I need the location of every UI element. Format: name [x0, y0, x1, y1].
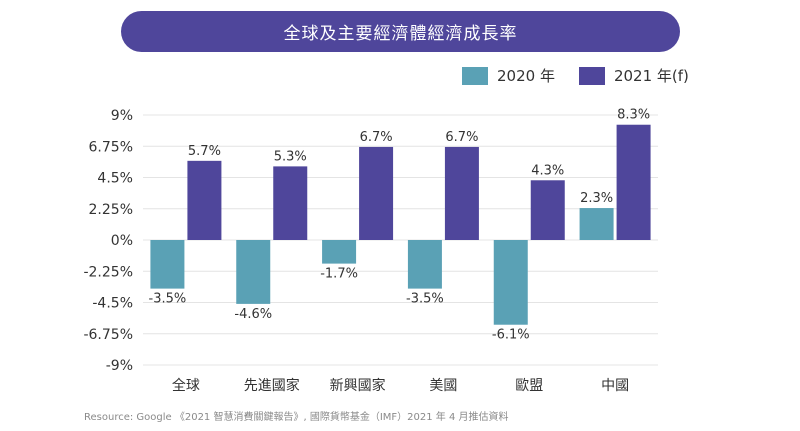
bar-2020 — [150, 240, 185, 289]
legend-item-2020: 2020 年 — [462, 65, 555, 86]
chart-legend: 2020 年 2021 年(f) — [462, 65, 713, 86]
bar-2021 — [187, 160, 222, 240]
bar-2021 — [359, 146, 394, 240]
x-tick-label: 先進國家 — [244, 377, 300, 394]
x-tick-label: 中國 — [601, 378, 629, 394]
y-tick-label: 4.5% — [97, 171, 133, 187]
y-tick-label: -9% — [106, 358, 133, 374]
data-label: -4.6% — [234, 307, 272, 322]
data-label: -1.7% — [320, 267, 358, 282]
data-label: 2.3% — [580, 191, 613, 206]
x-tick-label: 歐盟 — [515, 378, 543, 394]
bar-2021 — [444, 146, 479, 240]
y-tick-label: -2.25% — [83, 264, 133, 280]
bar-2020 — [236, 240, 271, 304]
bar-2020 — [407, 240, 442, 289]
y-tick-label: 0% — [111, 233, 133, 249]
data-label: -3.5% — [406, 292, 444, 307]
data-label: 5.7% — [188, 144, 221, 159]
y-tick-label: 2.25% — [89, 202, 133, 218]
legend-label-2021: 2021 年(f) — [613, 67, 689, 85]
legend-swatch-2020 — [462, 66, 488, 85]
legend-swatch-2021 — [578, 66, 605, 85]
legend-label-2020: 2020 年 — [497, 67, 555, 85]
bar-2020 — [579, 208, 614, 240]
bar-2021 — [530, 180, 565, 240]
data-label: 4.3% — [531, 163, 564, 178]
data-label: 6.7% — [445, 130, 478, 145]
data-label: -6.1% — [492, 328, 530, 343]
chart-title-banner: 全球及主要經濟體經濟成長率 — [121, 11, 680, 52]
data-label: 5.3% — [274, 149, 307, 164]
y-tick-label: -4.5% — [92, 296, 133, 312]
source-note: Resource: Google 《2021 智慧消費關鍵報告》, 國際貨幣基金… — [84, 412, 509, 423]
data-label: 8.3% — [617, 108, 650, 123]
legend-item-2021: 2021 年(f) — [578, 65, 689, 86]
y-tick-label: 9% — [111, 108, 133, 124]
data-label: -3.5% — [149, 292, 187, 307]
y-tick-label: -6.75% — [83, 327, 133, 343]
x-tick-label: 全球 — [172, 377, 200, 394]
x-tick-label: 新興國家 — [330, 377, 386, 394]
bar-2020 — [322, 240, 357, 264]
bar-2021 — [273, 166, 308, 240]
y-tick-label: 6.75% — [89, 139, 133, 155]
bar-2020 — [493, 240, 528, 325]
chart-title: 全球及主要經濟體經濟成長率 — [283, 24, 518, 44]
bar-2021 — [616, 124, 651, 240]
data-label: 6.7% — [360, 130, 393, 145]
x-tick-label: 美國 — [429, 378, 457, 394]
